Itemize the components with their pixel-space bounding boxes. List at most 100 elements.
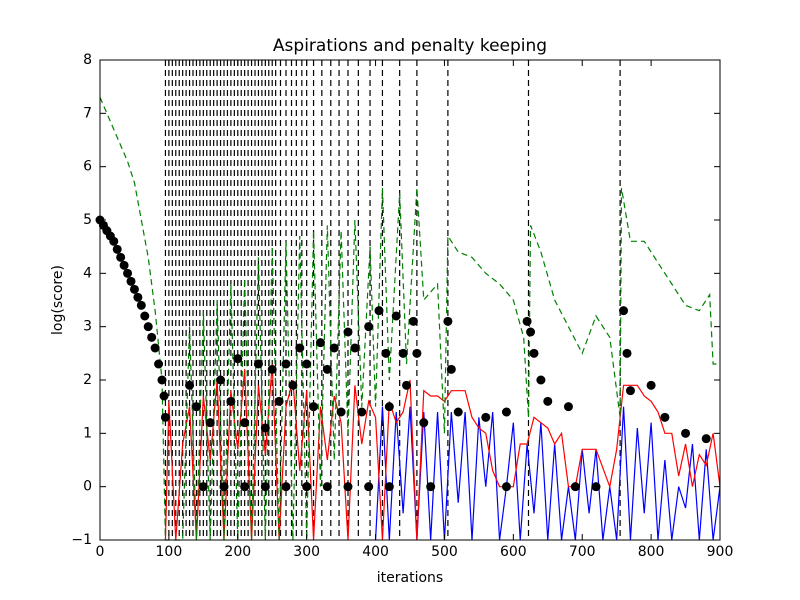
point xyxy=(309,402,319,412)
point xyxy=(147,332,157,342)
point xyxy=(281,482,291,492)
point xyxy=(526,327,536,337)
point xyxy=(660,412,670,422)
x-tick-label: 600 xyxy=(500,544,527,560)
point xyxy=(681,428,691,438)
point xyxy=(150,343,160,353)
point xyxy=(426,482,436,492)
point xyxy=(185,380,195,390)
x-tick-label: 100 xyxy=(156,544,183,560)
point xyxy=(591,482,601,492)
point xyxy=(364,322,374,332)
point xyxy=(536,375,546,385)
point xyxy=(381,348,391,358)
point xyxy=(384,482,394,492)
x-axis-label: iterations xyxy=(377,570,443,586)
x-tick-label: 200 xyxy=(224,544,251,560)
point xyxy=(501,482,511,492)
point xyxy=(625,386,635,396)
point xyxy=(240,482,250,492)
point xyxy=(622,348,632,358)
y-tick-label: 7 xyxy=(83,105,92,121)
point xyxy=(322,482,332,492)
point xyxy=(453,407,463,417)
chart-title: Aspirations and penalty keeping xyxy=(273,36,547,56)
point xyxy=(136,300,146,310)
point xyxy=(240,418,250,428)
point xyxy=(140,311,150,321)
point xyxy=(357,407,367,417)
y-axis-label: log(score) xyxy=(50,265,66,335)
point xyxy=(109,236,119,246)
point xyxy=(260,482,270,492)
point xyxy=(343,327,353,337)
y-tick-label: −1 xyxy=(71,532,92,548)
x-tick-label: 900 xyxy=(707,544,734,560)
point xyxy=(501,407,511,417)
x-tick-label: 700 xyxy=(569,544,596,560)
point xyxy=(143,322,153,332)
point xyxy=(384,402,394,412)
point xyxy=(191,402,201,412)
point xyxy=(570,482,580,492)
point xyxy=(112,244,122,254)
point xyxy=(253,359,263,369)
point xyxy=(402,380,412,390)
point xyxy=(315,338,325,348)
point xyxy=(391,311,401,321)
point xyxy=(443,316,453,326)
point xyxy=(281,359,291,369)
point xyxy=(233,354,243,364)
point xyxy=(563,402,573,412)
x-tick-label: 0 xyxy=(96,544,105,560)
point xyxy=(160,412,170,422)
x-tick-label: 400 xyxy=(362,544,389,560)
x-tick-label: 800 xyxy=(638,544,665,560)
x-tick-label: 300 xyxy=(293,544,320,560)
y-tick-label: 2 xyxy=(83,372,92,388)
point xyxy=(295,343,305,353)
point xyxy=(522,316,532,326)
point xyxy=(364,482,374,492)
x-tick-label: 500 xyxy=(431,544,458,560)
point xyxy=(116,252,126,262)
point xyxy=(701,434,711,444)
point xyxy=(446,364,456,374)
point xyxy=(267,364,277,374)
point xyxy=(133,292,143,302)
point xyxy=(302,359,312,369)
point xyxy=(154,359,164,369)
point xyxy=(412,348,422,358)
plot-area xyxy=(95,60,721,541)
point xyxy=(274,396,284,406)
point xyxy=(398,348,408,358)
point xyxy=(216,375,226,385)
point xyxy=(288,380,298,390)
y-tick-label: 6 xyxy=(83,159,92,175)
series-line xyxy=(99,97,720,541)
point xyxy=(529,348,539,358)
point xyxy=(343,482,353,492)
y-tick-label: 4 xyxy=(83,265,92,281)
y-tick-label: 3 xyxy=(83,319,92,335)
point xyxy=(481,412,491,422)
point xyxy=(302,482,312,492)
point xyxy=(226,396,236,406)
point xyxy=(157,375,167,385)
point xyxy=(408,316,418,326)
point xyxy=(219,482,229,492)
point xyxy=(322,364,332,374)
point xyxy=(646,380,656,390)
point xyxy=(123,268,133,278)
axes-frame xyxy=(99,59,721,541)
point xyxy=(350,343,360,353)
y-tick-label: 0 xyxy=(83,479,92,495)
point xyxy=(374,306,384,316)
point xyxy=(159,391,169,401)
point xyxy=(126,276,136,286)
point xyxy=(329,343,339,353)
point xyxy=(205,418,215,428)
point xyxy=(619,306,629,316)
y-tick-label: 1 xyxy=(83,425,92,441)
